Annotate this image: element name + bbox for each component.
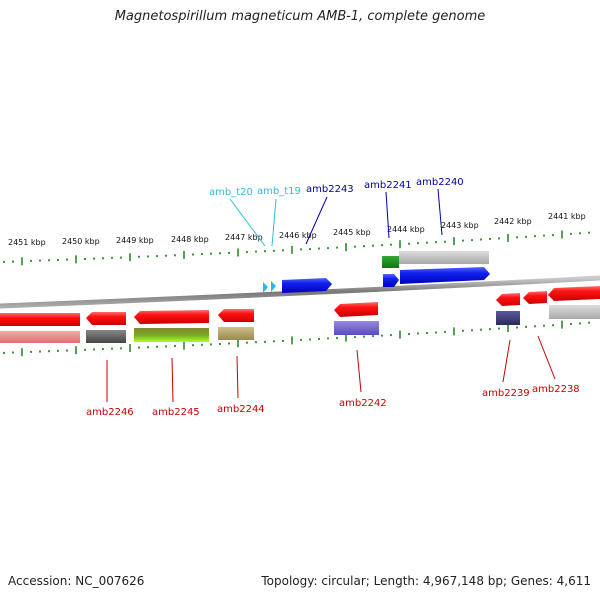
ruler-label: 2451 kbp bbox=[8, 238, 46, 247]
gene-amb2240-feature[interactable] bbox=[399, 251, 489, 264]
ruler-label: 2444 kbp bbox=[387, 225, 425, 234]
gene-amb2246[interactable] bbox=[86, 312, 126, 325]
ruler-labels: 2451 kbp 2450 kbp 2449 kbp 2448 kbp 2447… bbox=[8, 212, 586, 247]
gene-label-amb2246[interactable]: amb2246 bbox=[86, 407, 134, 418]
gene-amb2242[interactable] bbox=[334, 302, 378, 317]
gene-amb2238-feature[interactable] bbox=[549, 305, 600, 319]
ruler-label: 2448 kbp bbox=[171, 235, 209, 244]
gene-amb2247-feature[interactable] bbox=[0, 331, 80, 343]
gene-labels: amb_t20 amb_t19 amb2243 amb2241 amb2240 … bbox=[86, 177, 580, 418]
topology-summary-text: Topology: circular; Length: 4,967,148 bp… bbox=[261, 574, 591, 588]
gene-label-amb2240[interactable]: amb2240 bbox=[416, 177, 464, 188]
ruler-label: 2445 kbp bbox=[333, 228, 371, 237]
genome-title: Magnetospirillum magneticum AMB-1, compl… bbox=[114, 9, 486, 24]
gene-amb2241-feature[interactable] bbox=[382, 256, 399, 268]
ruler-label: 2442 kbp bbox=[494, 217, 532, 226]
gene-amb2243[interactable] bbox=[282, 278, 332, 293]
gene-amb2244-feature[interactable] bbox=[218, 327, 254, 340]
gene-amb2245[interactable] bbox=[134, 310, 209, 324]
gene-amb2246-feature[interactable] bbox=[86, 330, 126, 343]
ruler-label: 2441 kbp bbox=[548, 212, 586, 221]
gene-amb2240[interactable] bbox=[400, 267, 490, 284]
gene-amb2238-partner[interactable] bbox=[523, 291, 547, 304]
trna-amb-t19[interactable] bbox=[271, 281, 276, 292]
gene-label-amb2245[interactable]: amb2245 bbox=[152, 407, 200, 418]
ruler-label: 2443 kbp bbox=[441, 221, 479, 230]
gene-label-amb2241[interactable]: amb2241 bbox=[364, 180, 412, 191]
reverse-strand-track bbox=[0, 286, 600, 343]
gene-label-amb2243[interactable]: amb2243 bbox=[306, 184, 354, 195]
gene-amb2245-feature[interactable] bbox=[134, 328, 209, 342]
ruler-label: 2447 kbp bbox=[225, 233, 263, 242]
gene-label-amb-t19[interactable]: amb_t19 bbox=[257, 186, 301, 197]
gene-label-amb-t20[interactable]: amb_t20 bbox=[209, 187, 253, 198]
leader-lines bbox=[106, 188, 556, 403]
gene-label-amb2239[interactable]: amb2239 bbox=[482, 388, 530, 399]
gene-label-amb2242[interactable]: amb2242 bbox=[339, 398, 387, 409]
gene-amb2238[interactable] bbox=[548, 286, 600, 301]
gene-label-amb2244[interactable]: amb2244 bbox=[217, 404, 265, 415]
trna-amb-t20[interactable] bbox=[263, 282, 268, 293]
ruler-label: 2450 kbp bbox=[62, 237, 100, 246]
ruler-label: 2446 kbp bbox=[279, 231, 317, 240]
gene-amb2241[interactable] bbox=[383, 274, 399, 287]
accession-text: Accession: NC_007626 bbox=[8, 574, 145, 588]
gene-amb2239[interactable] bbox=[496, 293, 520, 306]
gene-label-amb2238[interactable]: amb2238 bbox=[532, 384, 580, 395]
upper-ruler-ticks bbox=[3, 230, 590, 266]
ruler-label: 2449 kbp bbox=[116, 236, 154, 245]
gene-amb2242-feature[interactable] bbox=[334, 321, 379, 335]
genome-backbone bbox=[0, 275, 600, 309]
gene-amb2239-feature[interactable] bbox=[496, 311, 520, 325]
gene-amb2244[interactable] bbox=[218, 309, 254, 322]
gene-amb2247[interactable] bbox=[0, 313, 80, 326]
forward-strand-track bbox=[263, 251, 490, 293]
lower-ruler-ticks bbox=[3, 320, 590, 357]
